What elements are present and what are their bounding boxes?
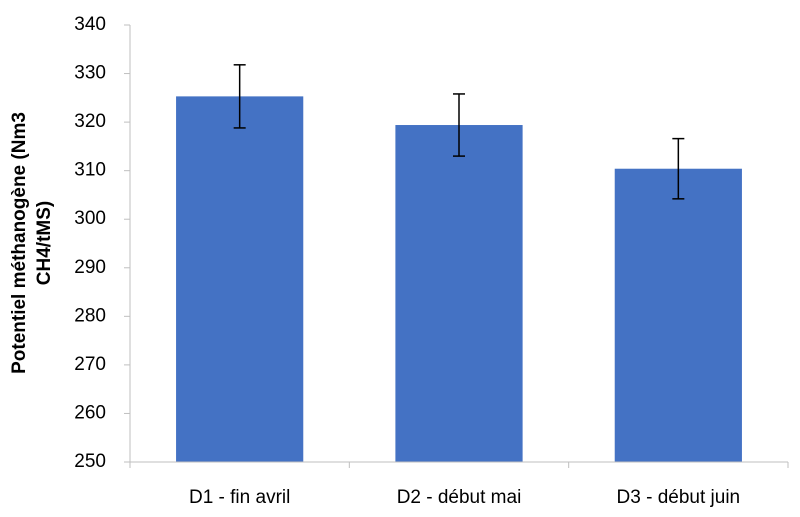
y-tick-label: 330 <box>74 63 106 84</box>
y-tick-label: 340 <box>74 14 106 35</box>
y-axis-title-line: CH4/tMS) <box>34 201 55 285</box>
y-tick-label: 310 <box>74 160 106 181</box>
error-bar <box>453 93 465 157</box>
y-tick-label: 280 <box>74 305 106 326</box>
y-tick-label: 250 <box>74 451 106 472</box>
bar <box>176 96 304 463</box>
bar <box>614 168 742 463</box>
x-tick-label: D2 - début mai <box>397 487 522 508</box>
y-tick-label: 270 <box>74 354 106 375</box>
y-axis-title: Potentiel méthanogène (Nm3 CH4/tMS) <box>9 112 55 374</box>
y-axis-title-line: Potentiel méthanogène (Nm3 <box>9 112 30 374</box>
y-tick-label: 260 <box>74 402 106 423</box>
bar <box>395 125 523 462</box>
error-bar <box>233 64 246 129</box>
y-tick-label: 300 <box>74 208 106 229</box>
y-tick-label: 290 <box>74 257 106 278</box>
x-tick-label: D3 - début juin <box>617 487 741 508</box>
y-tick-label: 320 <box>74 111 106 132</box>
x-tick-label: D1 - fin avril <box>189 487 290 508</box>
error-bar <box>672 137 685 200</box>
